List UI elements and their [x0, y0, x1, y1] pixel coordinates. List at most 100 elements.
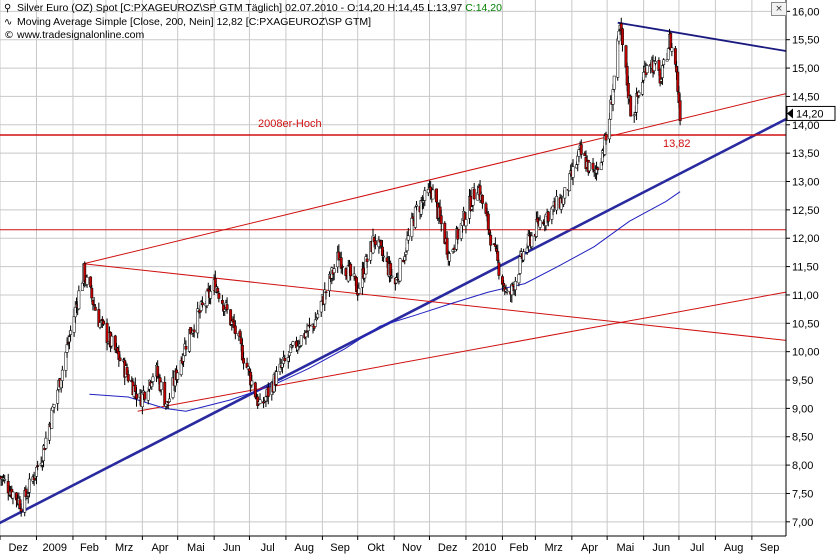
x-axis-ticks: Dez 2009 Feb Mrz Apr Mai Jun Jul Aug Sep Okt Nov Dez… — [0, 536, 779, 554]
candle-body-404 — [662, 59, 666, 65]
candle-body-403 — [661, 65, 664, 78]
x-tick-label-10: Okt — [367, 542, 384, 554]
candle-body-249 — [406, 235, 410, 241]
candle-body-370 — [608, 118, 611, 140]
trendline-support — [0, 117, 787, 525]
candle-body-35 — [56, 389, 60, 404]
candle-body-344 — [563, 187, 567, 199]
candle-body-96 — [156, 366, 160, 377]
y-tick-label-18: 16,00 — [792, 6, 820, 18]
candle-body-64 — [102, 320, 105, 325]
legend-price-close: C:14,20 — [465, 2, 502, 14]
y-tick-label-12: 13,00 — [792, 177, 820, 189]
candle-body-74 — [118, 357, 122, 361]
candlestick-icon: ⚲ — [4, 3, 12, 14]
candle-body-412 — [676, 71, 680, 92]
trendline-channel-upper — [83, 93, 787, 265]
y-tick-label-1: 7,50 — [792, 488, 813, 500]
candle-body-349 — [571, 166, 575, 178]
x-tick-label-5: Mai — [187, 542, 205, 554]
candle-body-224 — [365, 258, 369, 262]
candle-body-174 — [283, 358, 287, 362]
candle-body-309 — [505, 290, 509, 293]
candle-body-109 — [176, 372, 180, 380]
x-tick-label-9: Sep — [330, 542, 350, 554]
candle-body-41 — [65, 344, 69, 353]
x-tick-label-11: Nov — [402, 542, 422, 554]
candle-body-94 — [151, 376, 155, 382]
x-tick-label-3: Mrz — [115, 542, 133, 554]
candle-body-399 — [653, 61, 657, 64]
last-price-box: 14,20 — [786, 105, 836, 121]
y-tick-label-11: 12,50 — [792, 205, 820, 217]
trendlines — [0, 21, 787, 525]
y-tick-label-6: 10,00 — [792, 347, 820, 359]
candle-body-364 — [596, 167, 600, 171]
candle-body-409 — [670, 47, 674, 52]
y-tick-label-3: 8,50 — [792, 432, 813, 444]
candle-body-314 — [513, 281, 517, 291]
candle-body-9 — [11, 491, 15, 499]
chart-legend: ⚲ Silver Euro (OZ) Spot [C:PXAGEUROZ\SP … — [4, 2, 502, 43]
candle-body-247 — [404, 251, 408, 255]
legend-ma-name: Moving Average Simple [Close, 200, Nein] — [17, 15, 214, 28]
x-tick-label-19: Jul — [690, 542, 704, 554]
candle-body-179 — [291, 341, 295, 346]
candle-body-192 — [313, 319, 317, 327]
candle-body-299 — [489, 234, 493, 246]
moving-average-layer — [89, 191, 681, 412]
x-tick-label-20: Aug — [724, 542, 744, 554]
candle-body-373 — [611, 89, 615, 105]
candle-body-365 — [599, 162, 603, 170]
last-price-pointer-icon — [787, 108, 793, 119]
close-button[interactable]: × — [771, 2, 787, 16]
legend-price-separator: - — [340, 2, 345, 14]
candle-body-126 — [205, 290, 209, 306]
candle-body-14 — [19, 508, 23, 512]
candle-body-186 — [304, 332, 308, 338]
candle-body-264 — [431, 189, 435, 200]
trendline-channel-lower — [137, 291, 787, 412]
y-tick-label-10: 12,00 — [792, 233, 820, 245]
y-tick-label-2: 8,00 — [792, 460, 813, 472]
candle-body-279 — [456, 228, 460, 240]
x-tick-label-0: Dez — [8, 542, 28, 554]
x-tick-label-16: Apr — [581, 542, 598, 554]
x-tick-label-2: Feb — [80, 542, 99, 554]
legend-row-ma: ∿ Moving Average Simple [Close, 200, Nei… — [4, 16, 502, 30]
candle-body-229 — [373, 240, 377, 246]
candle-body-209 — [340, 266, 344, 268]
candle-body-124 — [200, 302, 204, 306]
candle-body-133 — [216, 287, 220, 293]
candle-body-189 — [308, 324, 311, 327]
x-tick-label-13: 2010 — [472, 542, 496, 554]
candle-body-334 — [546, 211, 550, 222]
candle-body-214 — [349, 263, 353, 277]
y-tick-label-9: 11,50 — [792, 262, 819, 274]
trendline-falling — [83, 263, 787, 341]
candle-body-104 — [167, 398, 171, 402]
candle-body-200 — [328, 274, 331, 291]
candle-body-49 — [77, 290, 81, 310]
candle-body-129 — [209, 291, 213, 299]
x-tick-label-12: Dez — [438, 542, 458, 554]
candle-body-385 — [632, 114, 636, 117]
candle-body-289 — [472, 188, 476, 200]
candle-body-89 — [143, 391, 147, 400]
candle-body-79 — [126, 374, 130, 382]
candle-body-120 — [196, 308, 200, 334]
moving-average-line — [89, 191, 681, 412]
candle-body-369 — [604, 134, 608, 141]
candle-body-375 — [616, 38, 620, 78]
candle-body-219 — [357, 288, 361, 294]
candle-body-139 — [225, 304, 229, 310]
candle-body-100 — [163, 381, 167, 406]
candle-body-384 — [629, 95, 633, 117]
candle-body-270 — [443, 222, 447, 244]
candle-body-23 — [35, 466, 38, 477]
candle-body-19 — [27, 478, 31, 493]
x-tick-label-1: 2009 — [42, 542, 66, 554]
candle-body-204 — [332, 268, 336, 273]
x-tick-label-7: Jul — [261, 542, 275, 554]
